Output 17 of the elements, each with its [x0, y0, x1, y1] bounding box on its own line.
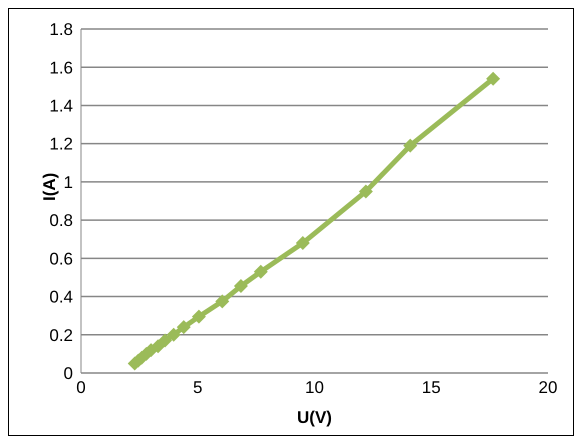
x-tick-label: 5: [193, 378, 202, 398]
y-tick-label: 0.6: [49, 249, 73, 268]
y-tick-label: 1.2: [49, 134, 73, 154]
y-tick-label: 0: [64, 364, 73, 384]
y-tick-label: 1.6: [49, 58, 73, 78]
y-tick-label: 0.8: [49, 211, 73, 230]
x-tick-label: 15: [422, 378, 441, 398]
y-tick-label: 0.2: [49, 326, 73, 345]
y-tick-label: 1.8: [49, 20, 73, 40]
y-tick-label: 1: [64, 172, 73, 192]
x-tick-label: 0: [76, 378, 86, 398]
x-tick-label: 10: [305, 378, 324, 398]
x-axis-title: U(V): [297, 408, 332, 427]
y-tick-label: 0.4: [49, 288, 73, 307]
y-tick-label: 1.4: [49, 96, 73, 116]
y-axis-title: I(A): [40, 172, 60, 201]
x-tick-label: 20: [538, 378, 558, 398]
